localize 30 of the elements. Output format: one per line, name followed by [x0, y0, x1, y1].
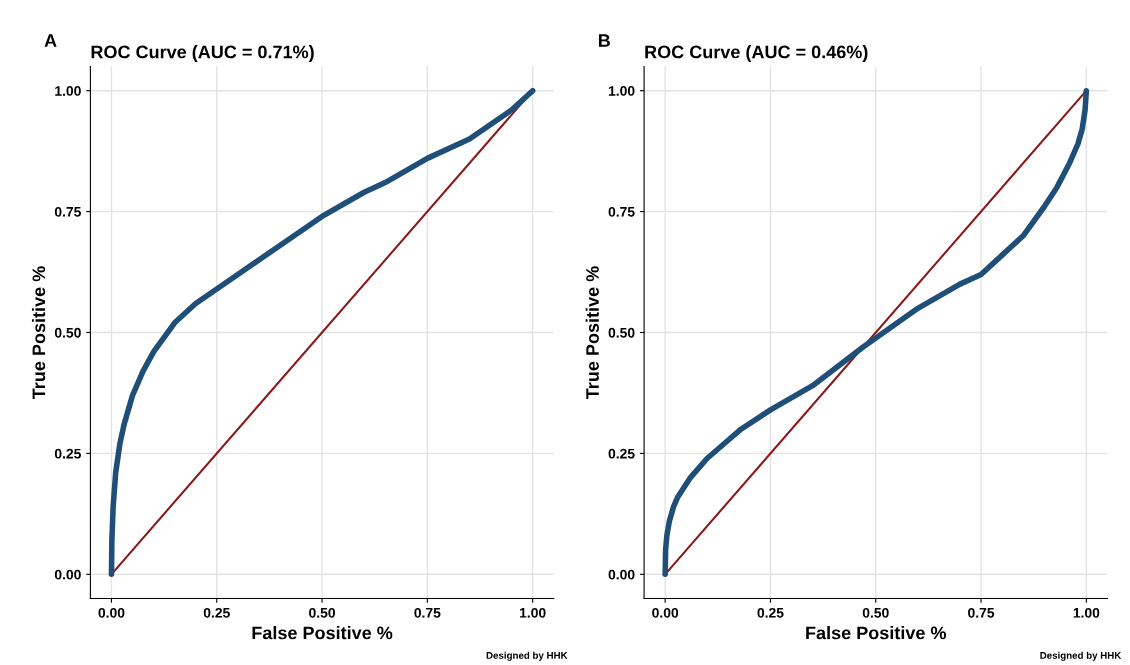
y-axis-title: True Positive %: [585, 266, 599, 400]
x-tick-label: 1.00: [520, 607, 546, 618]
x-tick-label: 0.25: [757, 607, 784, 618]
y-tick-label: 1.00: [55, 86, 81, 96]
x-tick-label: 0.50: [309, 607, 335, 618]
y-tick-label: 0.00: [608, 569, 635, 580]
chart-title: ROC Curve (AUC = 0.46%): [645, 45, 868, 62]
x-tick-label: 1.00: [1073, 607, 1100, 618]
text: A: [44, 34, 57, 47]
y-tick-label: 0.75: [54, 206, 81, 217]
x-axis-title: False Positive %: [252, 626, 393, 640]
y-tick-label: 1.00: [608, 86, 635, 96]
x-tick-label: 0.75: [414, 607, 441, 618]
y-tick-label: 0.75: [608, 206, 635, 217]
x-tick-label: 0.00: [652, 607, 679, 618]
x-tick-label: 0.50: [862, 607, 889, 618]
y-tick-label: 0.50: [608, 327, 635, 338]
x-axis-title: False Positive %: [806, 626, 947, 640]
y-tick-label: 0.25: [54, 448, 81, 459]
text: B: [598, 34, 610, 47]
text: Designed by HHK: [486, 651, 568, 661]
y-tick-label: 0.25: [608, 448, 635, 459]
y-tick-label: 0.00: [54, 569, 81, 580]
x-tick-label: 0.00: [98, 607, 125, 618]
x-tick-label: 0.25: [203, 607, 230, 618]
y-tick-label: 0.50: [54, 327, 81, 338]
chart-title: ROC Curve (AUC = 0.71%): [91, 45, 314, 62]
x-tick-label: 0.75: [968, 607, 995, 618]
y-axis-title: True Positive %: [31, 266, 46, 400]
text: Designed by HHK: [1040, 651, 1122, 661]
